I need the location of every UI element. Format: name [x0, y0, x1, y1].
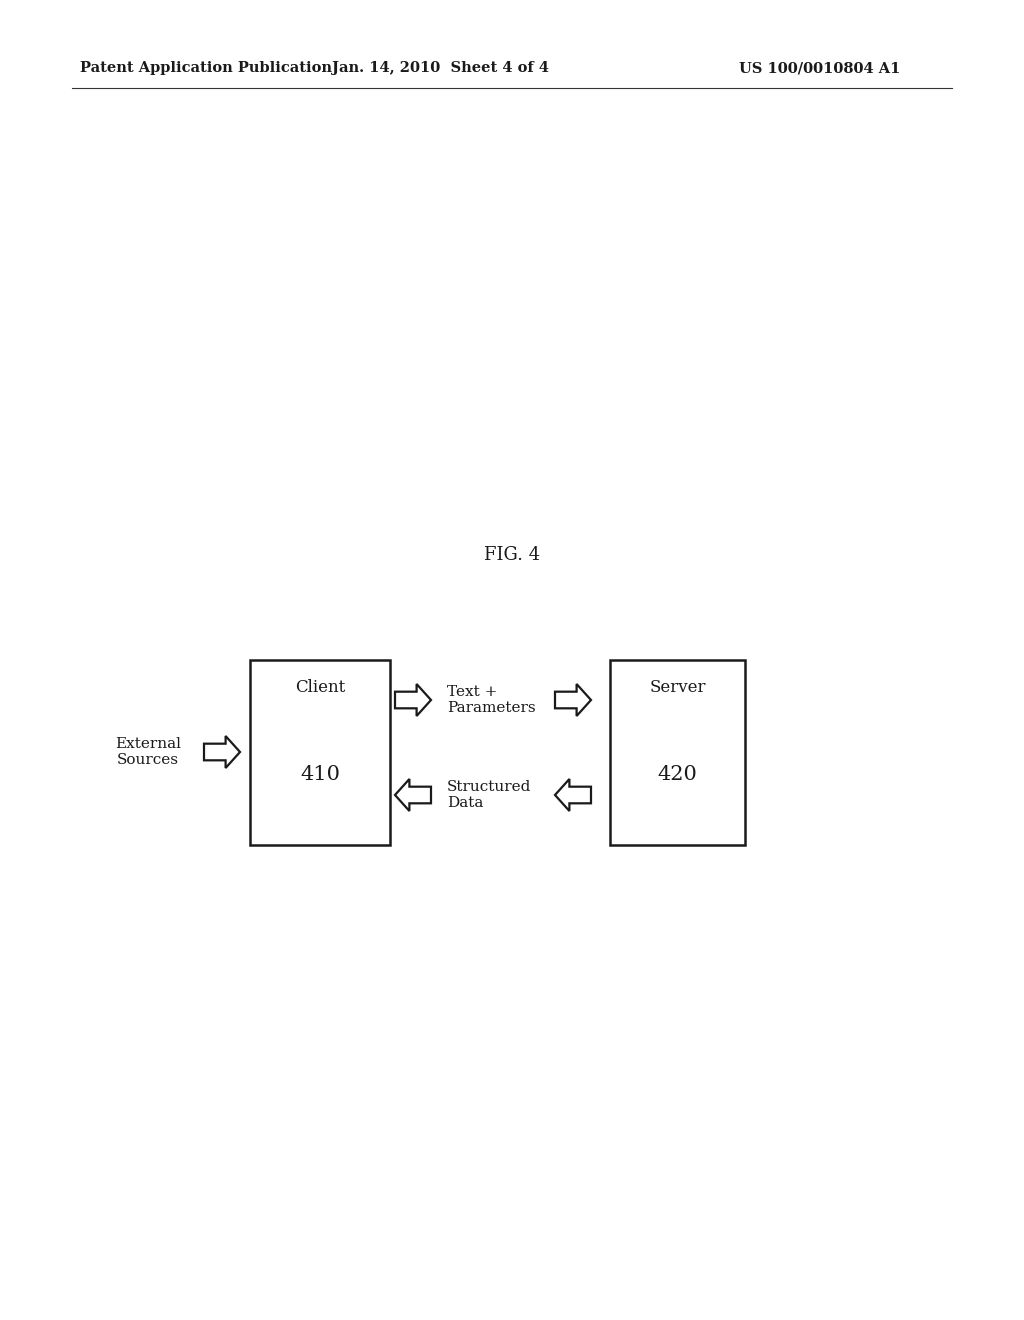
Text: US 100/0010804 A1: US 100/0010804 A1	[738, 61, 900, 75]
Text: 410: 410	[300, 766, 340, 784]
Text: External
Sources: External Sources	[115, 737, 181, 767]
Text: Client: Client	[295, 680, 345, 697]
Text: Patent Application Publication: Patent Application Publication	[80, 61, 332, 75]
Text: Structured
Data: Structured Data	[447, 780, 531, 810]
Text: Text +
Parameters: Text + Parameters	[447, 685, 536, 715]
Text: FIG. 4: FIG. 4	[484, 546, 540, 564]
Bar	[250, 660, 390, 845]
Text: Server: Server	[649, 680, 706, 697]
Text: Jan. 14, 2010  Sheet 4 of 4: Jan. 14, 2010 Sheet 4 of 4	[332, 61, 549, 75]
Text: 420: 420	[657, 766, 697, 784]
Bar	[610, 660, 745, 845]
